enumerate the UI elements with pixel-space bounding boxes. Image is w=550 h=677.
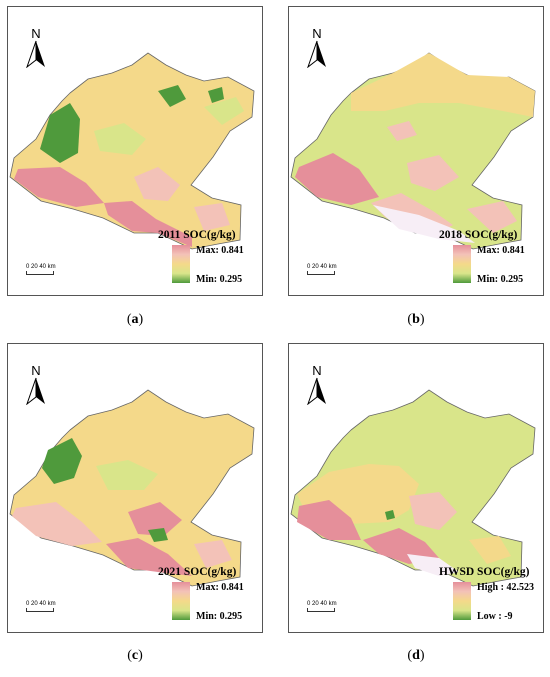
legend-min: Min: 0.295 xyxy=(196,274,243,285)
scale-bar-line xyxy=(307,608,335,612)
north-arrow: N xyxy=(306,27,328,73)
scale-text: 0 20 40 km xyxy=(26,601,56,607)
soc-map-2011 xyxy=(9,52,255,250)
legend-max: Max: 0.841 xyxy=(196,245,244,256)
legend-max: High : 42.523 xyxy=(477,582,534,593)
scale-bar: 0 20 40 km xyxy=(26,264,56,275)
north-label: N xyxy=(31,363,41,378)
map-panel-hwsd: N 0 20 40 km HWSD SOC(g/kg) High : 42.52… xyxy=(288,343,544,633)
scale-bar: 0 20 40 km xyxy=(307,601,337,612)
legend: 2018 SOC(g/kg) Max: 0.841 Min: 0.295 xyxy=(439,229,535,285)
scale-bar: 0 20 40 km xyxy=(26,601,56,612)
north-label: N xyxy=(312,363,322,378)
legend: 2021 SOC(g/kg) Max: 0.841 Min: 0.295 xyxy=(158,566,254,622)
scale-bar: 0 20 40 km xyxy=(307,264,337,275)
legend-title: 2011 SOC(g/kg) xyxy=(158,229,236,241)
north-label: N xyxy=(31,26,41,41)
legend-title: 2018 SOC(g/kg) xyxy=(439,229,518,241)
north-arrow: N xyxy=(25,364,47,410)
caption-c: (c) xyxy=(127,648,143,663)
north-arrow-icon xyxy=(25,377,45,406)
scale-bar-line xyxy=(26,608,54,612)
map-panel-2018: N 0 20 40 km 2018 SOC(g/kg) Max: 0.841 M… xyxy=(288,6,544,296)
legend-max: Max: 0.841 xyxy=(477,245,525,256)
north-arrow-icon xyxy=(25,40,45,69)
north-arrow: N xyxy=(306,364,328,410)
scale-bar-line xyxy=(307,271,335,275)
legend-max: Max: 0.841 xyxy=(196,582,244,593)
soc-map-2018 xyxy=(290,52,536,250)
legend: HWSD SOC(g/kg) High : 42.523 Low : -9 xyxy=(439,566,535,622)
scale-text: 0 20 40 km xyxy=(307,601,337,607)
north-label: N xyxy=(312,26,322,41)
north-arrow-icon xyxy=(306,377,326,406)
caption-d: (d) xyxy=(407,648,425,663)
color-ramp xyxy=(172,245,190,283)
legend-title: 2021 SOC(g/kg) xyxy=(158,566,237,578)
legend-min: Low : -9 xyxy=(477,611,513,622)
scale-text: 0 20 40 km xyxy=(307,264,337,270)
scale-text: 0 20 40 km xyxy=(26,264,56,270)
map-panel-2021: N 0 20 40 km 2021 SOC(g/kg) Max: 0.841 M… xyxy=(7,343,263,633)
scale-bar-line xyxy=(26,271,54,275)
color-ramp xyxy=(172,582,190,620)
color-ramp xyxy=(453,582,471,620)
map-panel-2011: N 0 20 40 km 2011 SOC(g/kg) Max: 0.841 M… xyxy=(7,6,263,296)
legend-min: Min: 0.295 xyxy=(196,611,243,622)
north-arrow-icon xyxy=(306,40,326,69)
legend: 2011 SOC(g/kg) Max: 0.841 Min: 0.295 xyxy=(158,229,254,285)
legend-min: Min: 0.295 xyxy=(477,274,524,285)
caption-a: (a) xyxy=(126,312,144,327)
color-ramp xyxy=(453,245,471,283)
soc-map-2021 xyxy=(9,389,255,587)
legend-title: HWSD SOC(g/kg) xyxy=(439,566,530,578)
soc-map-hwsd xyxy=(290,389,536,587)
north-arrow: N xyxy=(25,27,47,73)
caption-b: (b) xyxy=(407,312,425,327)
